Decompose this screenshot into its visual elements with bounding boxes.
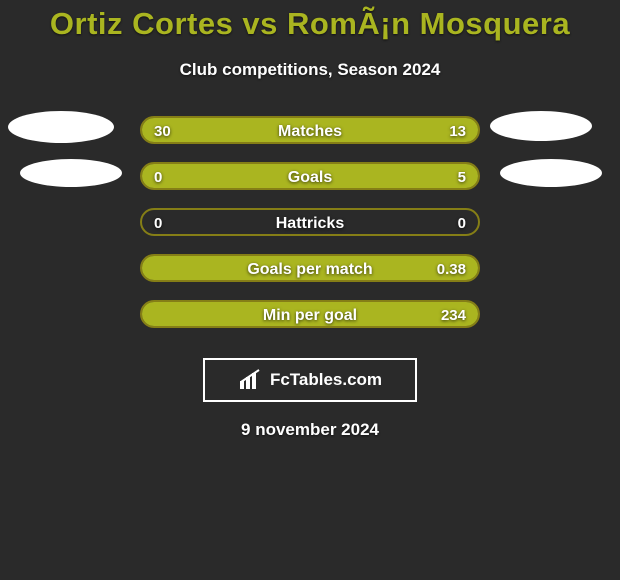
stat-row: 234Min per goal: [0, 300, 620, 346]
stat-label: Goals: [142, 164, 478, 190]
stat-row: 00Hattricks: [0, 208, 620, 254]
player-marker-left: [8, 111, 114, 143]
chart-icon: [238, 369, 264, 391]
stat-rows: 3013Matches 05Goals 00Hattricks 0.38Goals p…: [0, 116, 620, 346]
stat-row: 05Goals: [0, 162, 620, 208]
stat-label: Hattricks: [142, 210, 478, 236]
stat-bar: 234Min per goal: [140, 300, 480, 328]
player-marker-left: [20, 159, 122, 187]
stat-label: Matches: [142, 118, 478, 144]
comparison-title: Ortiz Cortes vs RomÃ¡n Mosquera: [0, 0, 620, 42]
stat-label: Min per goal: [142, 302, 478, 328]
stat-row: 0.38Goals per match: [0, 254, 620, 300]
stat-bar: 00Hattricks: [140, 208, 480, 236]
stat-label: Goals per match: [142, 256, 478, 282]
fctables-logo: FcTables.com: [203, 358, 417, 402]
stat-bar: 0.38Goals per match: [140, 254, 480, 282]
player-marker-right: [490, 111, 592, 141]
date-label: 9 november 2024: [0, 420, 620, 440]
stat-row: 3013Matches: [0, 116, 620, 162]
stat-bar: 05Goals: [140, 162, 480, 190]
logo-text: FcTables.com: [270, 370, 382, 390]
comparison-subtitle: Club competitions, Season 2024: [0, 60, 620, 80]
player-marker-right: [500, 159, 602, 187]
stat-bar: 3013Matches: [140, 116, 480, 144]
